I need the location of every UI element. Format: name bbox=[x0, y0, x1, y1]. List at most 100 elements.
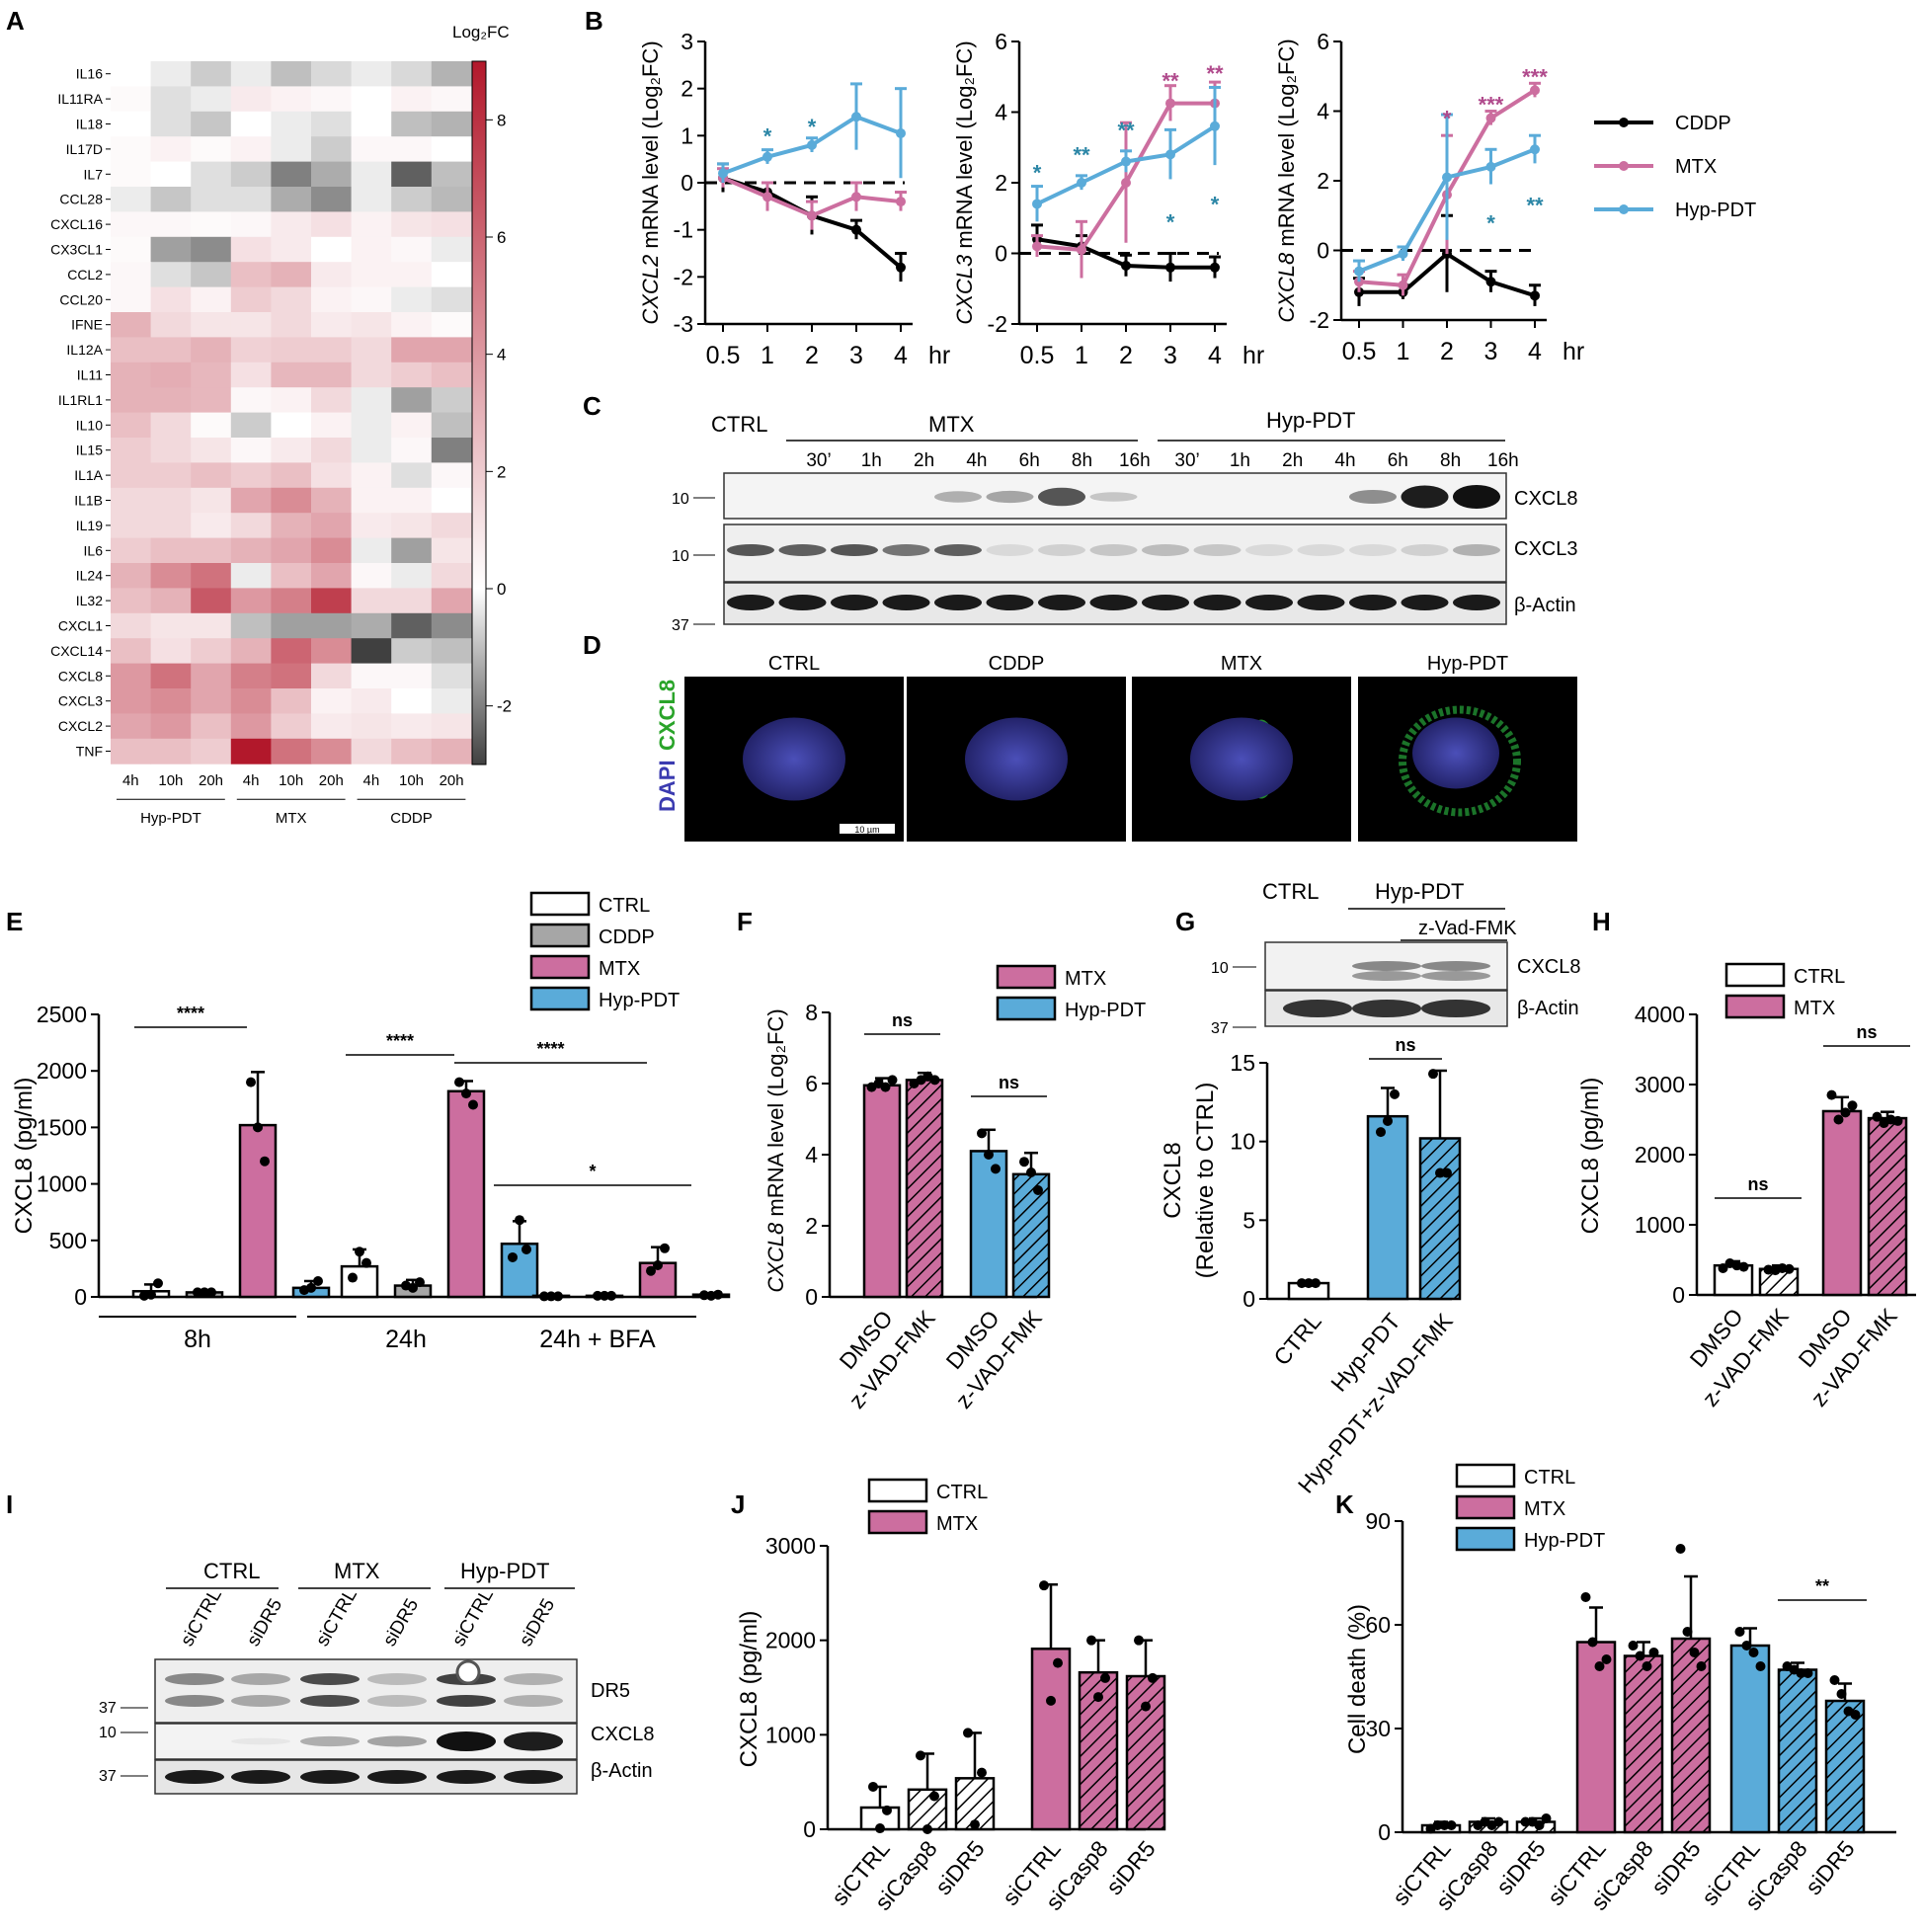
lane-label: 4h bbox=[1334, 450, 1355, 471]
heatmap-cell-CXCL16-2 bbox=[191, 211, 232, 238]
heatmap-cell-IL19-5 bbox=[311, 513, 353, 539]
heatmap-cell-IL1B-6 bbox=[351, 487, 392, 514]
heatmap-cell-CXCL2-4 bbox=[271, 713, 312, 740]
replicate-dot bbox=[1304, 1278, 1314, 1289]
band-actin bbox=[300, 1770, 360, 1784]
heatmap-cell-IL1A-6 bbox=[351, 462, 392, 489]
band-cxcl3 bbox=[1401, 544, 1449, 556]
heatmap-cell-IL1B-8 bbox=[431, 487, 472, 514]
legend-label: CTRL bbox=[599, 895, 650, 917]
colorbar-tick-label: 2 bbox=[497, 462, 506, 481]
legend-swatch bbox=[1455, 1463, 1516, 1489]
x-unit: hr bbox=[928, 342, 950, 369]
data-point bbox=[1485, 161, 1496, 172]
heatmap-cell-CCL28-5 bbox=[311, 187, 353, 212]
replicate-dot bbox=[1829, 1675, 1840, 1685]
heatmap-cell-IL24-1 bbox=[150, 563, 192, 589]
y-tick-label: 2 bbox=[805, 1213, 818, 1239]
y-tick-label: 3000 bbox=[765, 1533, 816, 1559]
x-tick-label: 1 bbox=[1397, 338, 1410, 365]
heatmap-cell-IL1A-1 bbox=[150, 462, 192, 489]
y-tick-label: 0 bbox=[74, 1284, 87, 1310]
band-actin bbox=[778, 595, 827, 610]
replicate-dot bbox=[1046, 1695, 1056, 1706]
band-c-cxcl3: CXCL3 bbox=[1514, 538, 1577, 560]
heatmap-cell-IL32-6 bbox=[351, 588, 392, 614]
replicate-dot bbox=[646, 1265, 656, 1276]
heatmap-cell-IL7-4 bbox=[271, 161, 312, 188]
panel-label-i: I bbox=[6, 1489, 13, 1519]
heatmap-cell-CXCL14-2 bbox=[191, 638, 232, 665]
sig-star: * bbox=[808, 115, 817, 139]
heatmap-cell-CXCL2-8 bbox=[431, 713, 472, 740]
sig-label: ns bbox=[999, 1073, 1019, 1092]
bar bbox=[1030, 1648, 1072, 1831]
sig-label: ns bbox=[892, 1010, 913, 1030]
replicate-dot bbox=[1734, 1627, 1745, 1637]
bar bbox=[1777, 1668, 1818, 1834]
column-label: 10h bbox=[279, 772, 303, 789]
y-axis-label: CXCL8 (pg/ml) bbox=[11, 1078, 38, 1235]
gene-label: IL12A bbox=[66, 342, 103, 358]
gene-label: IL32 bbox=[76, 593, 103, 608]
band-cxcl8 bbox=[300, 1735, 360, 1747]
gene-label: IL16 bbox=[76, 66, 103, 82]
heatmap-cell-IL10-2 bbox=[191, 412, 232, 439]
column-label: 20h bbox=[319, 772, 344, 789]
heatmap-cell-IL11RA-6 bbox=[351, 86, 392, 113]
replicate-dot bbox=[454, 1077, 464, 1087]
colorbar-tick-label: -2 bbox=[497, 697, 512, 716]
band-actin bbox=[367, 1770, 427, 1784]
bar bbox=[1575, 1641, 1617, 1834]
replicate-dot bbox=[253, 1122, 263, 1133]
gene-label: CXCL1 bbox=[58, 618, 103, 634]
bar bbox=[1623, 1654, 1664, 1834]
band-actin bbox=[986, 595, 1034, 610]
panel-label-k: K bbox=[1335, 1489, 1354, 1519]
heatmap-cell-CCL2-3 bbox=[230, 262, 272, 288]
x-tick-label: 0.5 bbox=[706, 342, 741, 369]
replicate-dot bbox=[929, 1075, 940, 1086]
heatmap-cell-CCL20-4 bbox=[271, 286, 312, 313]
heatmap-cell-CXCL2-0 bbox=[111, 713, 152, 740]
heatmap-cell-CCL28-4 bbox=[271, 187, 312, 212]
data-point bbox=[718, 168, 728, 179]
heatmap-cell-IL32-7 bbox=[391, 588, 433, 614]
lane-label: 6h bbox=[1388, 450, 1408, 471]
y-tick-label: 0 bbox=[803, 1816, 816, 1842]
replicate-dot bbox=[546, 1291, 556, 1302]
y-axis-label: CXCL8 mRNA level (Log₂FC) bbox=[1274, 39, 1299, 322]
heatmap-cell-CCL2-7 bbox=[391, 262, 433, 288]
scale-bar bbox=[840, 824, 895, 834]
column-label: 20h bbox=[199, 772, 223, 789]
heatmap-cell-CCL2-4 bbox=[271, 262, 312, 288]
image-title: Hyp-PDT bbox=[1427, 653, 1508, 675]
heatmap-cell-IL15-4 bbox=[271, 438, 312, 463]
x-tick-label: 3 bbox=[1163, 342, 1177, 369]
group-label: 24h bbox=[385, 1326, 427, 1353]
band-actin bbox=[504, 1770, 563, 1784]
heatmap-cell-IL11RA-7 bbox=[391, 86, 433, 113]
sig-label: **** bbox=[177, 1004, 204, 1023]
heatmap-cell-IL6-3 bbox=[230, 537, 272, 564]
heatmap-cell-IL11-8 bbox=[431, 362, 472, 388]
band-cxcl3 bbox=[1297, 544, 1345, 556]
legend-label: CTRL bbox=[1524, 1467, 1575, 1489]
data-point bbox=[807, 210, 817, 221]
sig-star: * bbox=[1033, 160, 1042, 185]
band-i-actin: β-Actin bbox=[591, 1760, 653, 1782]
data-point bbox=[762, 151, 772, 162]
replicate-dot bbox=[1682, 1627, 1693, 1637]
heatmap-cell-IL15-1 bbox=[150, 438, 192, 463]
heatmap-cell-IL11RA-5 bbox=[311, 86, 353, 113]
heatmap-cell-IL10-1 bbox=[150, 412, 192, 439]
lane-label: siDR5 bbox=[516, 1595, 559, 1650]
heatmap-cell-CXCL3-4 bbox=[271, 688, 312, 714]
panel-label-a: A bbox=[6, 6, 25, 36]
replicate-dot bbox=[653, 1259, 663, 1270]
data-point bbox=[1165, 98, 1175, 109]
y-tick-label: -1 bbox=[674, 217, 693, 243]
heatmap-cell-CXCL2-6 bbox=[351, 713, 392, 740]
y-tick-label: 4000 bbox=[1635, 1002, 1685, 1027]
heatmap-cell-IL24-8 bbox=[431, 563, 472, 589]
